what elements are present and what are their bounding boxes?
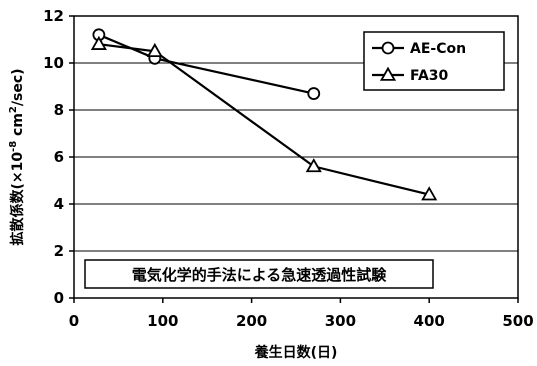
legend-item: AE-Con [372, 41, 466, 57]
y-axis-label-main: 拡散係数(×10 [9, 152, 26, 246]
data-point [305, 158, 322, 173]
x-tick-label: 200 [236, 312, 267, 330]
legend-marker [379, 66, 397, 81]
legend: AE-Con FA30 [363, 31, 505, 91]
series-line [98, 33, 314, 95]
x-tick-label: 300 [325, 312, 356, 330]
grid [74, 62, 518, 252]
annotation-box [84, 259, 434, 289]
annotation-text: 電気化学的手法による急速透過性試験 [132, 266, 388, 284]
x-axis: 0 100 200 300 400 500 [69, 298, 534, 330]
legend-label: AE-Con [410, 41, 466, 57]
data-point [307, 87, 321, 100]
data-point [146, 42, 163, 58]
y-tick-label: 0 [54, 289, 64, 307]
legend-marker [381, 41, 395, 55]
x-axis-label: 養生日数(日) [254, 344, 338, 361]
series-fa30 [90, 35, 438, 201]
y-axis-label-exponent-2: 2 [8, 106, 19, 113]
legend-label: FA30 [410, 68, 449, 84]
y-tick-label: 12 [43, 7, 64, 25]
y-axis-label: 拡散係数(×10-8 cm2/sec) [8, 68, 26, 245]
y-axis-label-unit: cm [10, 113, 26, 141]
x-tick-label: 0 [69, 312, 79, 330]
y-tick-label: 8 [54, 101, 64, 119]
y-axis: 0 2 4 6 8 10 12 [43, 7, 74, 307]
data-point [421, 186, 438, 201]
series [90, 28, 438, 201]
annotation: 電気化学的手法による急速透過性試験 [84, 259, 434, 289]
data-point [90, 35, 107, 50]
x-tick-label: 500 [502, 312, 533, 330]
y-axis-label-exponent: -8 [8, 141, 19, 152]
x-tick-label: 400 [414, 312, 445, 330]
legend-item: FA30 [372, 66, 449, 84]
y-axis-label-end: /sec) [10, 68, 26, 106]
y-tick-label: 6 [54, 148, 64, 166]
x-tick-label: 100 [147, 312, 178, 330]
series-ae-con [92, 28, 321, 100]
y-tick-label: 10 [43, 54, 64, 72]
y-tick-label: 2 [54, 242, 64, 260]
y-tick-label: 4 [54, 195, 64, 213]
series-line [98, 43, 430, 196]
